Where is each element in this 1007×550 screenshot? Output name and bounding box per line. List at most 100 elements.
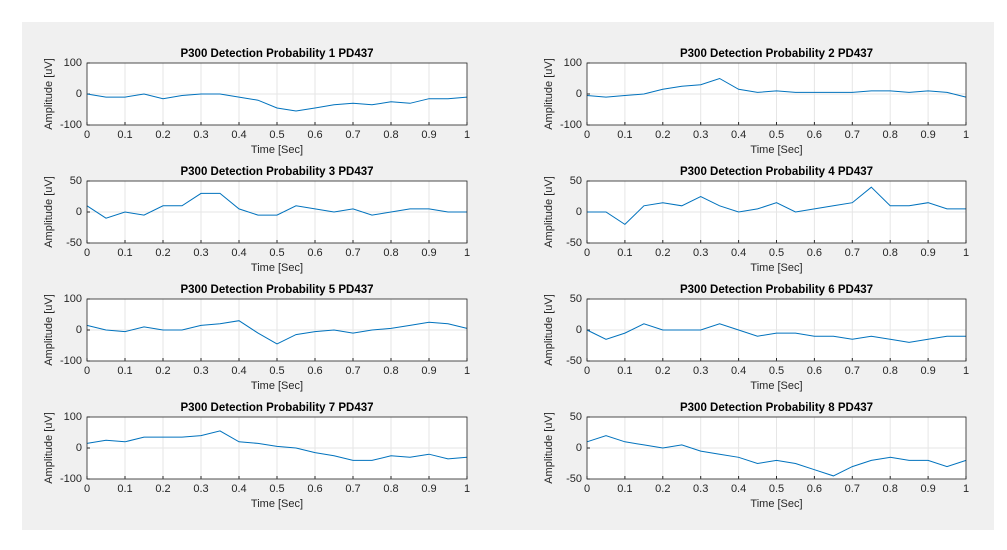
x-tick-label: 0.8 [883, 247, 898, 259]
x-tick-label: 0.9 [920, 483, 935, 495]
x-tick-label: 0.7 [845, 483, 860, 495]
x-tick-label: 0.2 [655, 483, 670, 495]
x-tick-label: 0.4 [731, 129, 746, 141]
x-tick-label: 0.9 [920, 129, 935, 141]
y-tick-label: 0 [576, 324, 582, 336]
y-tick-label: -100 [60, 355, 82, 367]
y-tick-label: 50 [570, 293, 582, 305]
x-tick-label: 0.5 [769, 247, 784, 259]
y-tick-label: 50 [570, 175, 582, 187]
x-tick-label: 0.7 [345, 365, 360, 377]
axes-title: P300 Detection Probability 7 PD437 [180, 402, 373, 414]
axes-title: P300 Detection Probability 2 PD437 [680, 48, 873, 60]
x-tick-label: 0.2 [155, 247, 170, 259]
x-tick-label: 0.8 [383, 129, 398, 141]
x-tick-label: 0 [84, 365, 90, 377]
x-tick-label: 0.5 [769, 483, 784, 495]
x-axis-label: Time [Sec] [750, 262, 802, 274]
signal-line [586, 435, 967, 477]
x-tick-label: 0.1 [117, 365, 132, 377]
signal-line [86, 430, 468, 461]
x-tick-label: 0 [584, 365, 590, 377]
x-tick-label: 1 [464, 365, 470, 377]
axes-title: P300 Detection Probability 4 PD437 [680, 166, 873, 178]
x-tick-label: 0.9 [421, 247, 436, 259]
y-tick-label: -100 [60, 119, 82, 131]
y-axis-label: Amplitude [uV] [43, 58, 55, 130]
signal-line [86, 192, 467, 219]
x-tick-label: 0.4 [231, 247, 246, 259]
x-tick-label: 0.9 [920, 247, 935, 259]
axes-box [586, 180, 967, 244]
y-tick-label: -100 [60, 473, 82, 485]
x-tick-label: 0.1 [617, 129, 632, 141]
y-tick-label: 100 [564, 57, 582, 69]
x-axis-label: Time [Sec] [251, 498, 303, 510]
y-tick-label: -100 [560, 119, 582, 131]
y-tick-label: 0 [76, 88, 82, 100]
x-tick-label: 1 [963, 247, 969, 259]
axes-box [586, 298, 967, 362]
x-tick-label: 1 [464, 247, 470, 259]
x-axis-label: Time [Sec] [750, 144, 802, 156]
y-axis-label: Amplitude [uV] [543, 58, 555, 130]
x-tick-label: 0.6 [307, 247, 322, 259]
y-axis-label: Amplitude [uV] [543, 412, 555, 484]
axes-box [586, 62, 967, 126]
x-tick-label: 0.6 [807, 365, 822, 377]
x-tick-label: 0.2 [155, 365, 170, 377]
y-tick-label: 0 [76, 324, 82, 336]
x-tick-label: 0.3 [693, 365, 708, 377]
x-tick-label: 0.3 [693, 483, 708, 495]
x-tick-label: 0.4 [231, 129, 246, 141]
x-tick-label: 0.2 [155, 483, 170, 495]
x-tick-label: 0.5 [269, 483, 284, 495]
x-tick-label: 0.4 [231, 365, 246, 377]
x-tick-label: 1 [963, 365, 969, 377]
y-tick-label: 0 [576, 206, 582, 218]
x-axis-label: Time [Sec] [750, 380, 802, 392]
x-tick-label: 0.3 [193, 365, 208, 377]
x-tick-label: 0.7 [345, 129, 360, 141]
x-tick-label: 1 [464, 129, 470, 141]
x-tick-label: 0.4 [231, 483, 246, 495]
x-tick-label: 0.4 [731, 247, 746, 259]
x-tick-label: 0.8 [383, 483, 398, 495]
axes-box [86, 298, 468, 362]
y-tick-label: 100 [64, 411, 82, 423]
y-axis-label: Amplitude [uV] [543, 294, 555, 366]
x-tick-label: 0.6 [807, 247, 822, 259]
x-tick-label: 0.5 [269, 365, 284, 377]
signal-line [587, 186, 966, 226]
x-tick-label: 0.5 [269, 129, 284, 141]
x-tick-label: 0.3 [193, 483, 208, 495]
x-axis-label: Time [Sec] [251, 262, 303, 274]
x-tick-label: 0.8 [383, 247, 398, 259]
y-axis-label: Amplitude [uV] [43, 176, 55, 248]
x-tick-label: 0.5 [269, 247, 284, 259]
axes-box [586, 416, 967, 480]
x-tick-label: 0 [584, 483, 590, 495]
x-axis-label: Time [Sec] [251, 144, 303, 156]
x-tick-label: 0.2 [655, 129, 670, 141]
signal-line [586, 323, 966, 343]
x-tick-label: 0.1 [117, 247, 132, 259]
x-tick-label: 1 [464, 483, 470, 495]
y-tick-label: 50 [570, 411, 582, 423]
x-tick-label: 0 [84, 483, 90, 495]
x-tick-label: 0.3 [193, 129, 208, 141]
x-tick-label: 0.7 [345, 483, 360, 495]
x-tick-label: 0.1 [117, 129, 132, 141]
x-tick-label: 0.9 [421, 483, 436, 495]
y-tick-label: 0 [576, 88, 582, 100]
signal-line [86, 320, 468, 345]
x-tick-label: 0.1 [617, 365, 632, 377]
x-tick-label: 0.9 [920, 365, 935, 377]
y-axis-label: Amplitude [uV] [543, 176, 555, 248]
x-tick-label: 0 [584, 129, 590, 141]
x-tick-label: 0.3 [193, 247, 208, 259]
axes-title: P300 Detection Probability 5 PD437 [180, 284, 373, 296]
x-tick-label: 0.7 [845, 365, 860, 377]
